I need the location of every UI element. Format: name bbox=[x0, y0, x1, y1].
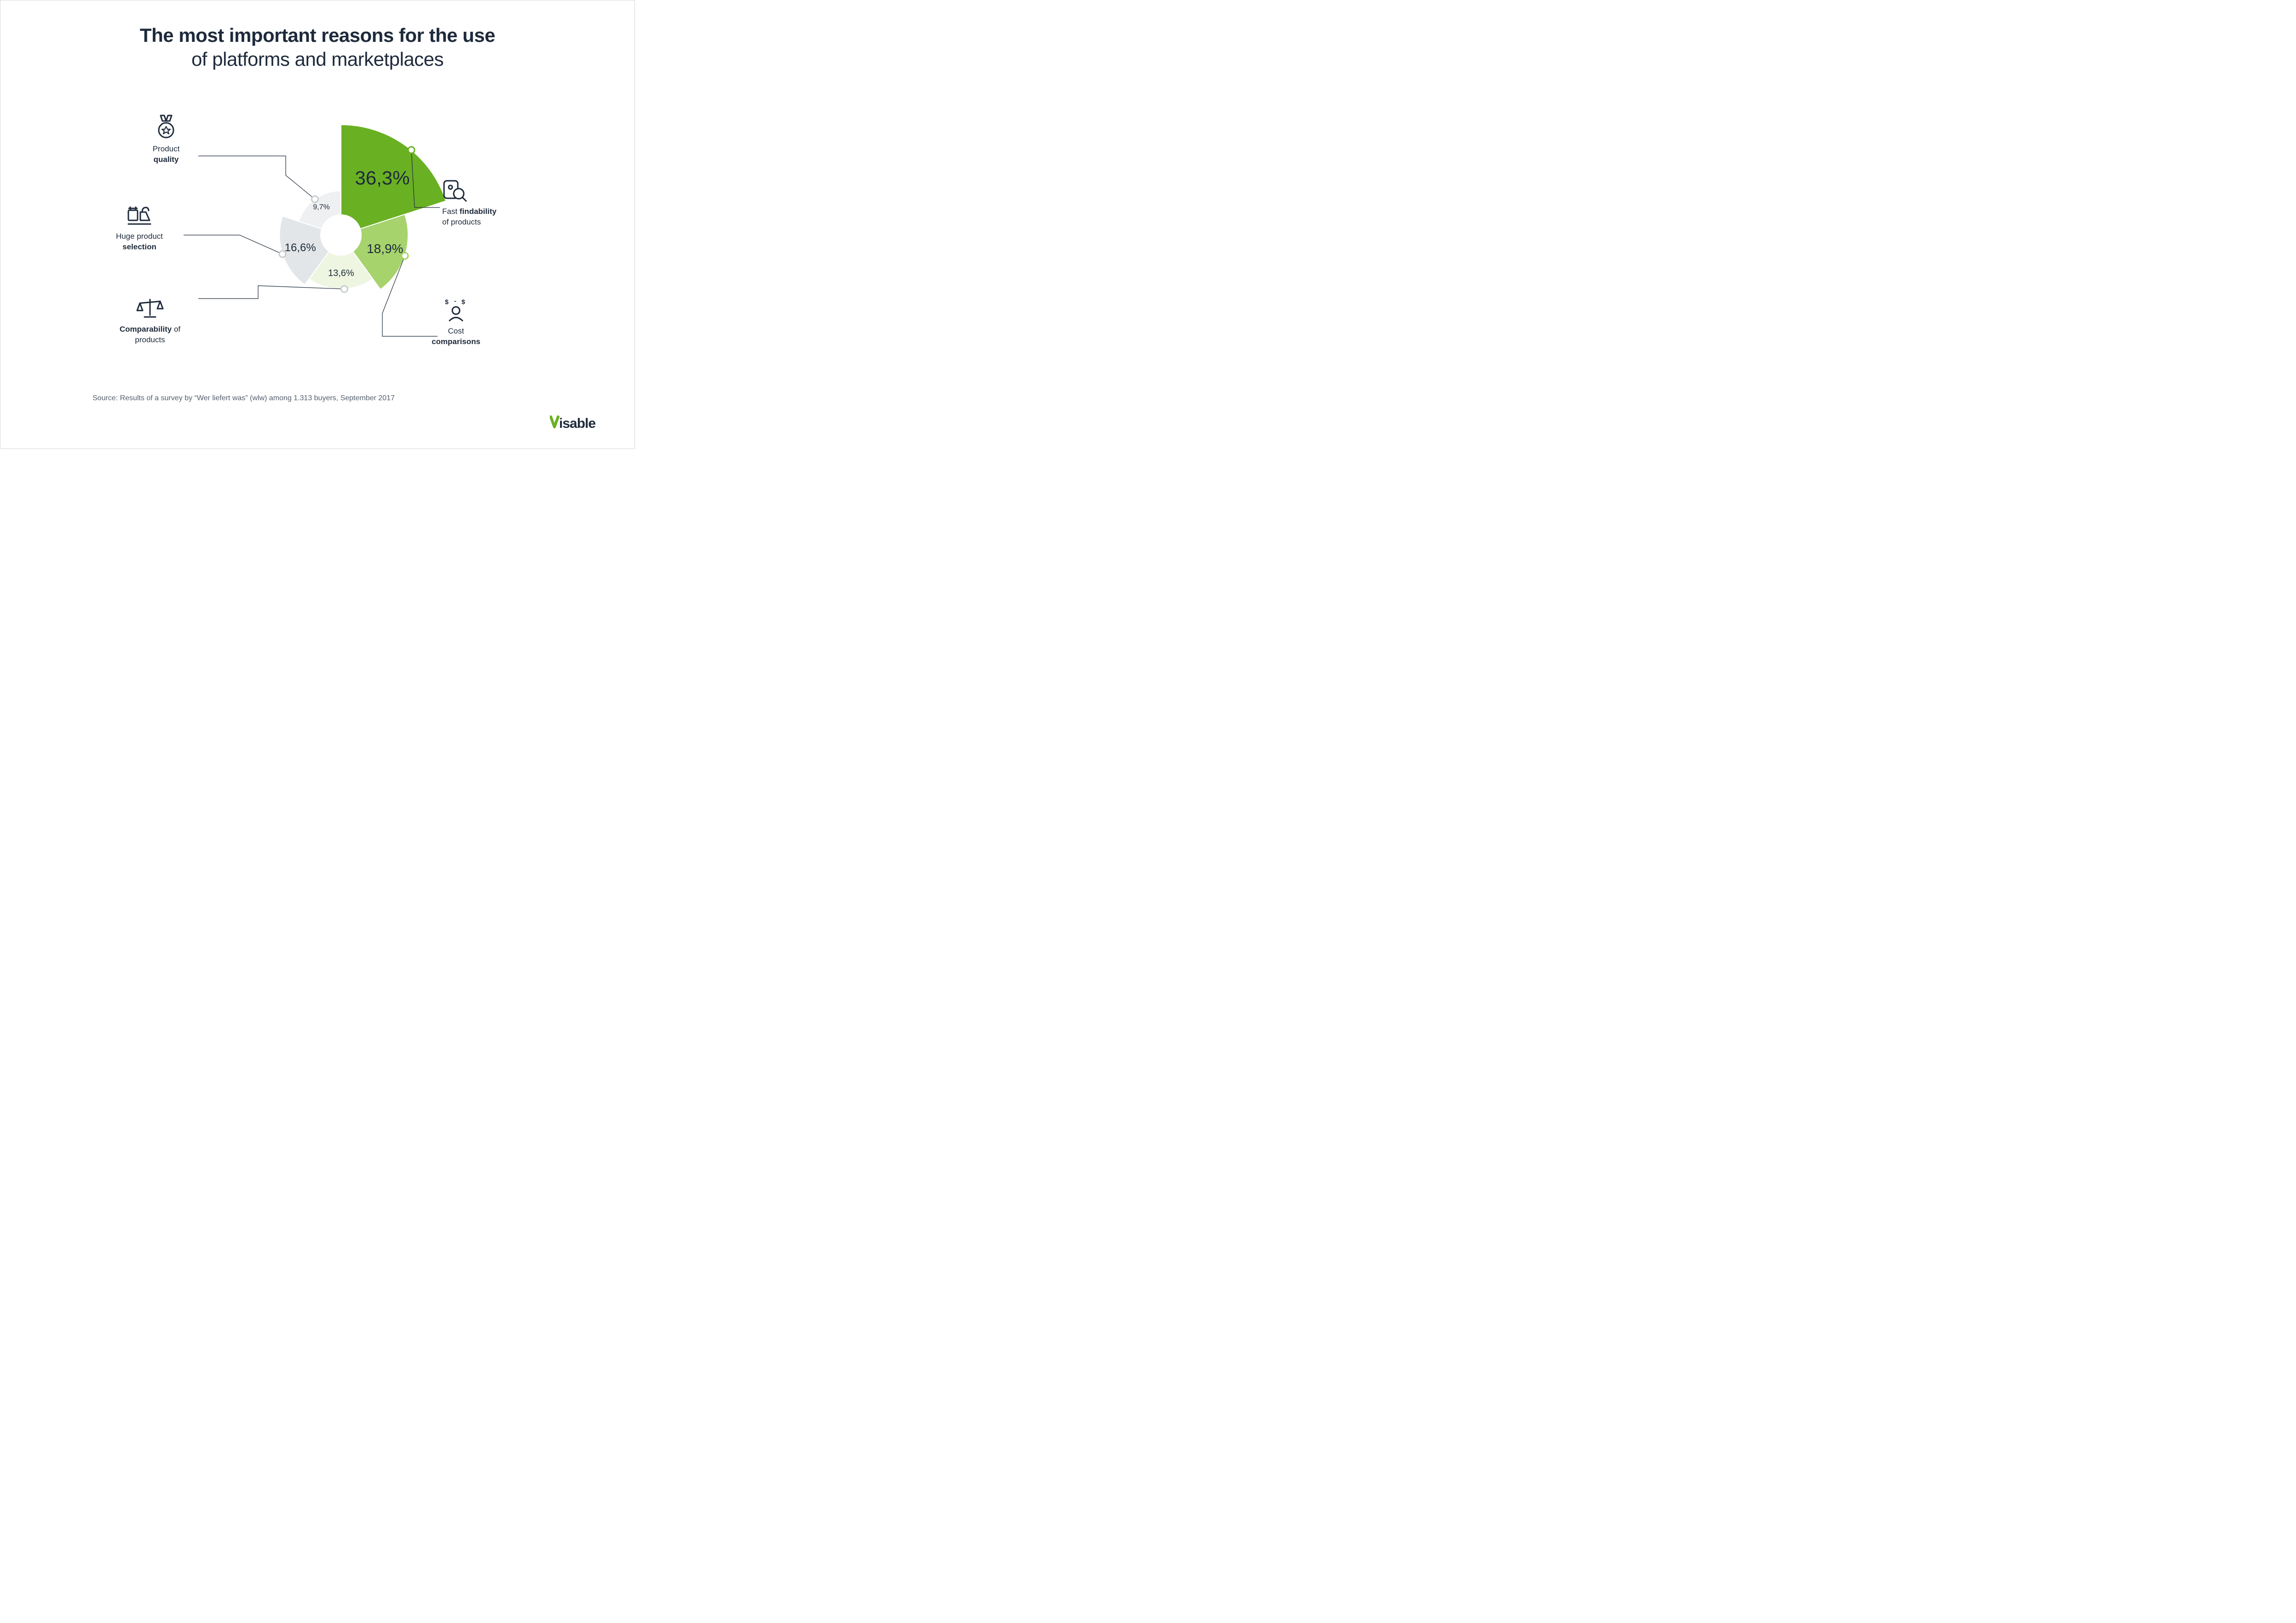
label-comparability: Comparability of products bbox=[111, 297, 189, 345]
label-findability: Fast findability of products bbox=[442, 179, 516, 228]
label-quality: Product quality bbox=[138, 115, 194, 165]
scale-icon bbox=[136, 297, 164, 320]
cost-compare-icon: $ - $ bbox=[443, 298, 469, 322]
pct-cost: 18,9% bbox=[367, 242, 403, 256]
visable-logo: isable bbox=[550, 414, 614, 435]
source-text: Source: Results of a survey by “Wer lief… bbox=[92, 394, 395, 403]
search-document-icon bbox=[442, 179, 468, 202]
pct-comparability: 13,6% bbox=[328, 268, 354, 279]
title-line-1: The most important reasons for the use bbox=[0, 24, 635, 46]
medal-icon bbox=[156, 115, 176, 139]
label-selection: Huge product selection bbox=[103, 204, 176, 253]
svg-text:$: $ bbox=[462, 298, 465, 305]
svg-text:-: - bbox=[454, 298, 456, 305]
title-block: The most important reasons for the use o… bbox=[0, 24, 635, 70]
infographic-page: The most important reasons for the use o… bbox=[0, 0, 635, 449]
pct-findability: 36,3% bbox=[355, 167, 410, 189]
pct-selection: 16,6% bbox=[285, 242, 316, 254]
nightingale-chart bbox=[226, 120, 456, 350]
title-line-2: of platforms and marketplaces bbox=[0, 48, 635, 70]
svg-text:$: $ bbox=[445, 298, 449, 305]
label-cost: $ - $ Cost comparisons bbox=[424, 298, 488, 347]
svg-text:isable: isable bbox=[559, 416, 595, 431]
shopping-icon bbox=[126, 204, 153, 227]
pct-quality: 9,7% bbox=[313, 203, 329, 212]
